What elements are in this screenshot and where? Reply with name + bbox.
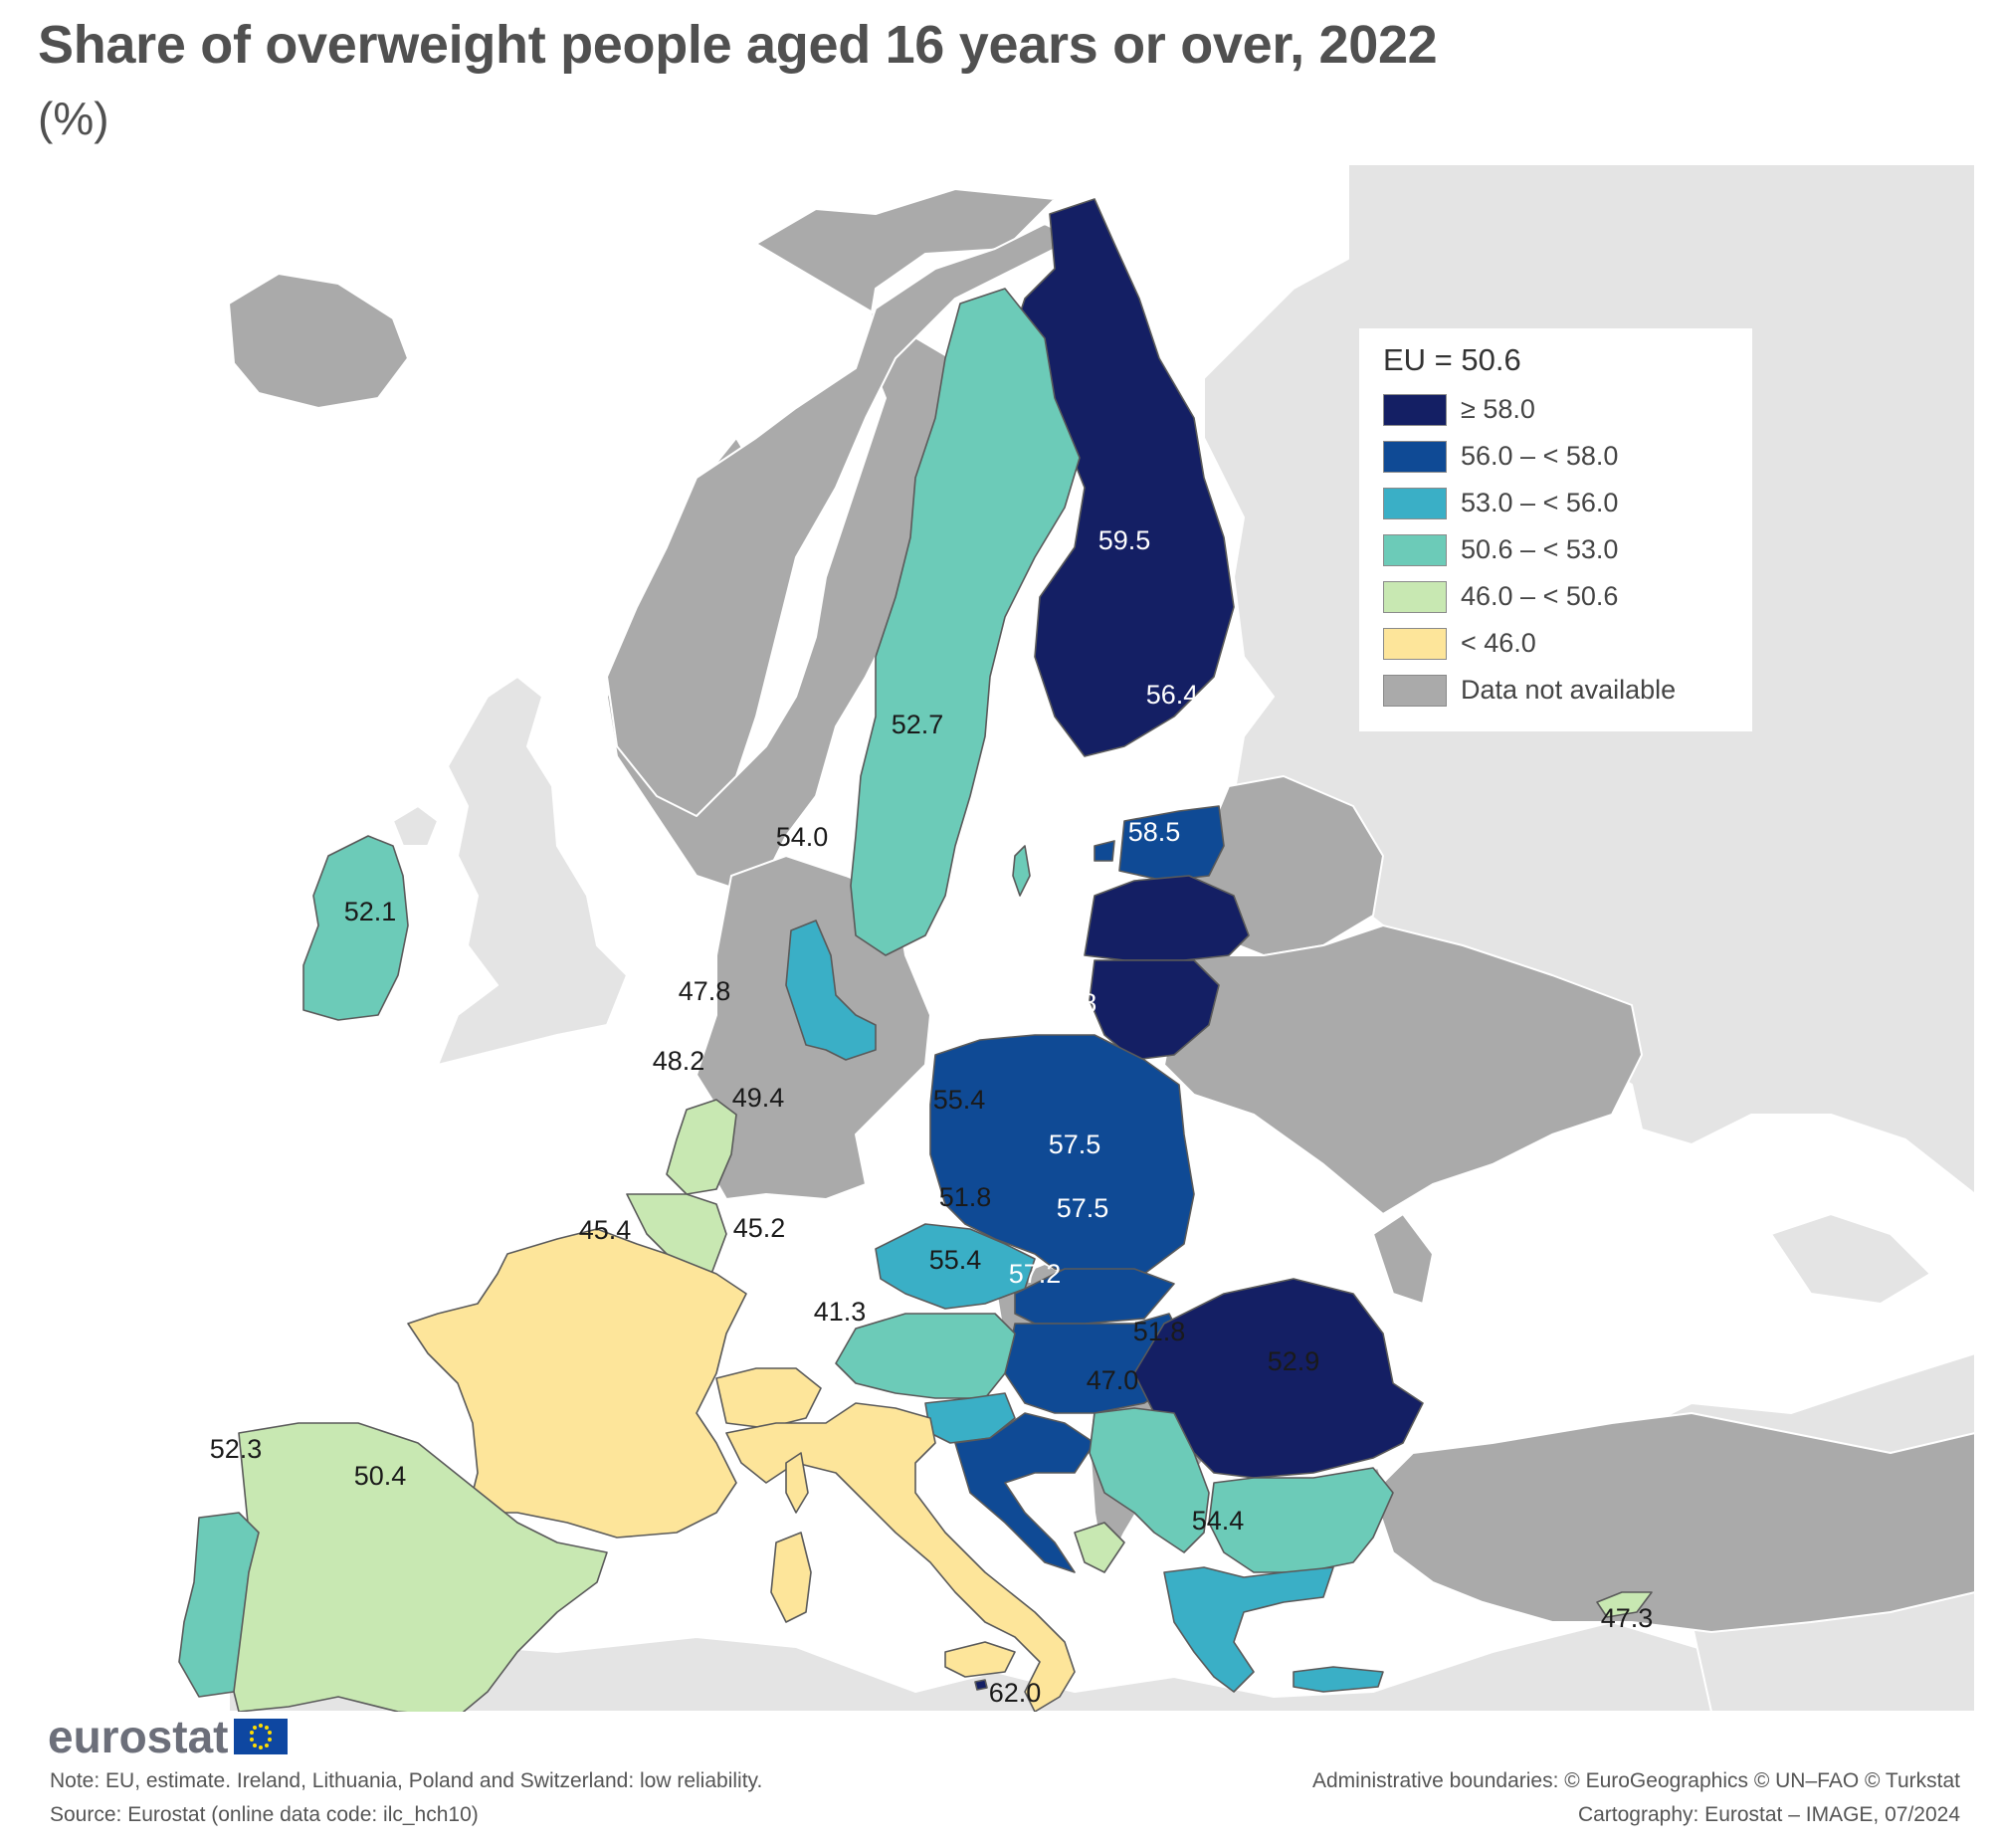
eurostat-logo: eurostat [48, 1710, 289, 1763]
value-label-nl: 47.8 [679, 976, 731, 1006]
value-label-se: 52.7 [892, 710, 944, 739]
caucasus [1770, 1213, 1931, 1305]
legend-swatch [1383, 487, 1447, 519]
island-corsica [785, 1452, 809, 1514]
value-label-fr: 45.4 [579, 1215, 632, 1245]
value-label-ee: 56.4 [1146, 680, 1199, 710]
eu-flag-icon [234, 1719, 289, 1754]
footer-notes: Note: EU, estimate. Ireland, Lithuania, … [50, 1764, 762, 1832]
country-sk [1014, 1268, 1175, 1325]
norway-coast [606, 223, 1076, 817]
value-label-sk: 57.5 [1049, 1129, 1101, 1159]
boundaries-text: Administrative boundaries: © EuroGeograp… [1311, 1769, 1960, 1792]
legend-swatch [1383, 393, 1447, 426]
country-se [850, 288, 1081, 956]
legend-label: ≥ 58.0 [1461, 394, 1535, 424]
value-label-lv: 59.2 [1168, 744, 1221, 774]
legend-item: 50.6 – < 53.0 [1383, 526, 1728, 573]
value-label-hr: 57.2 [1009, 1259, 1062, 1289]
value-label-me: 47.0 [1087, 1365, 1139, 1395]
value-label-el: 54.4 [1192, 1506, 1245, 1536]
legend-swatch [1383, 627, 1447, 660]
country-lv [1084, 875, 1250, 961]
value-label-lt: 58.5 [1128, 817, 1181, 847]
country-nl [666, 1099, 737, 1195]
ukraine [1163, 924, 1643, 1215]
value-label-mt: 62.0 [989, 1678, 1042, 1708]
country-rs [1089, 1407, 1210, 1553]
value-label-be: 48.2 [653, 1046, 705, 1076]
legend-item: < 46.0 [1383, 620, 1728, 667]
value-label-ro: 58.9 [1230, 1227, 1283, 1257]
country-bg [1208, 1467, 1394, 1573]
value-label-cy: 47.3 [1601, 1603, 1654, 1633]
uk-region [437, 676, 628, 1066]
source-text: Source: Eurostat (online data code: ilc_… [50, 1803, 479, 1826]
country-dk [785, 920, 877, 1061]
turkey [1372, 1412, 1976, 1633]
map-title: Share of overweight people aged 16 years… [38, 15, 1438, 75]
country-hr [954, 1412, 1096, 1573]
map-subtitle: (%) [38, 93, 109, 144]
legend-label: 50.6 – < 53.0 [1461, 534, 1619, 564]
value-label-at: 51.8 [939, 1182, 992, 1212]
legend-item: Data not available [1383, 667, 1728, 714]
country-fr [407, 1228, 747, 1539]
value-label-pt: 52.3 [210, 1434, 263, 1464]
value-label-it: 41.3 [814, 1297, 867, 1327]
country-me [1074, 1522, 1125, 1573]
legend-item: 53.0 – < 56.0 [1383, 480, 1728, 526]
country-mt [974, 1679, 988, 1691]
island-gotland [1012, 845, 1031, 897]
legend-swatch [1383, 674, 1447, 707]
legend-label: 46.0 – < 50.6 [1461, 581, 1619, 611]
country-it [725, 1402, 1076, 1712]
value-label-hu: 57.5 [1057, 1193, 1109, 1223]
value-label-de: 49.4 [732, 1083, 785, 1113]
value-label-bg: 52.9 [1268, 1346, 1320, 1376]
note-text: Note: EU, estimate. Ireland, Lithuania, … [50, 1769, 763, 1792]
country-ch [715, 1367, 822, 1429]
country-ee [1118, 805, 1225, 882]
moldova [1372, 1213, 1434, 1305]
map-legend: EU = 50.6 ≥ 58.0 56.0 – < 58.0 53.0 – < 56… [1359, 328, 1752, 731]
country-at [835, 1313, 1016, 1399]
value-label-si: 55.4 [929, 1245, 982, 1275]
legend-swatch [1383, 440, 1447, 473]
iceland [228, 273, 409, 409]
country-ie [302, 835, 409, 1021]
legend-label: Data not available [1461, 675, 1677, 705]
value-label-dk: 54.0 [776, 822, 829, 852]
footer-credits: Administrative boundaries: © EuroGeograp… [1312, 1764, 1960, 1832]
legend-swatch [1383, 580, 1447, 613]
island-saaremaa [1094, 840, 1115, 862]
value-label-ie: 52.1 [344, 897, 397, 926]
cartography-text: Cartography: Eurostat – IMAGE, 07/2024 [1577, 1803, 1960, 1826]
legend-swatch [1383, 533, 1447, 566]
legend-label: 53.0 – < 56.0 [1461, 488, 1619, 517]
legend-title: EU = 50.6 [1383, 342, 1521, 377]
value-label-pl: 57.8 [1045, 988, 1097, 1018]
country-lt [1089, 959, 1220, 1061]
country-cy [1596, 1591, 1653, 1618]
value-label-fi: 59.5 [1098, 525, 1151, 555]
country-be [626, 1193, 727, 1275]
legend-item: 46.0 – < 50.6 [1383, 573, 1728, 620]
legend-item: ≥ 58.0 [1383, 386, 1728, 433]
island-sardinia [770, 1532, 812, 1623]
country-el [1163, 1566, 1334, 1693]
value-label-es: 50.4 [354, 1461, 407, 1491]
country-el-crete [1293, 1666, 1384, 1693]
legend-label: < 46.0 [1461, 628, 1536, 658]
legend-label: 56.0 – < 58.0 [1461, 441, 1619, 471]
value-label-cz: 55.4 [933, 1085, 986, 1115]
value-label-rs: 51.8 [1133, 1317, 1186, 1346]
island-sicily [944, 1641, 1016, 1678]
country-pt [178, 1512, 260, 1698]
legend-item: 56.0 – < 58.0 [1383, 433, 1728, 480]
value-label-ch: 45.2 [733, 1213, 786, 1243]
logo-text: eurostat [48, 1711, 229, 1762]
north-ireland [392, 805, 439, 847]
